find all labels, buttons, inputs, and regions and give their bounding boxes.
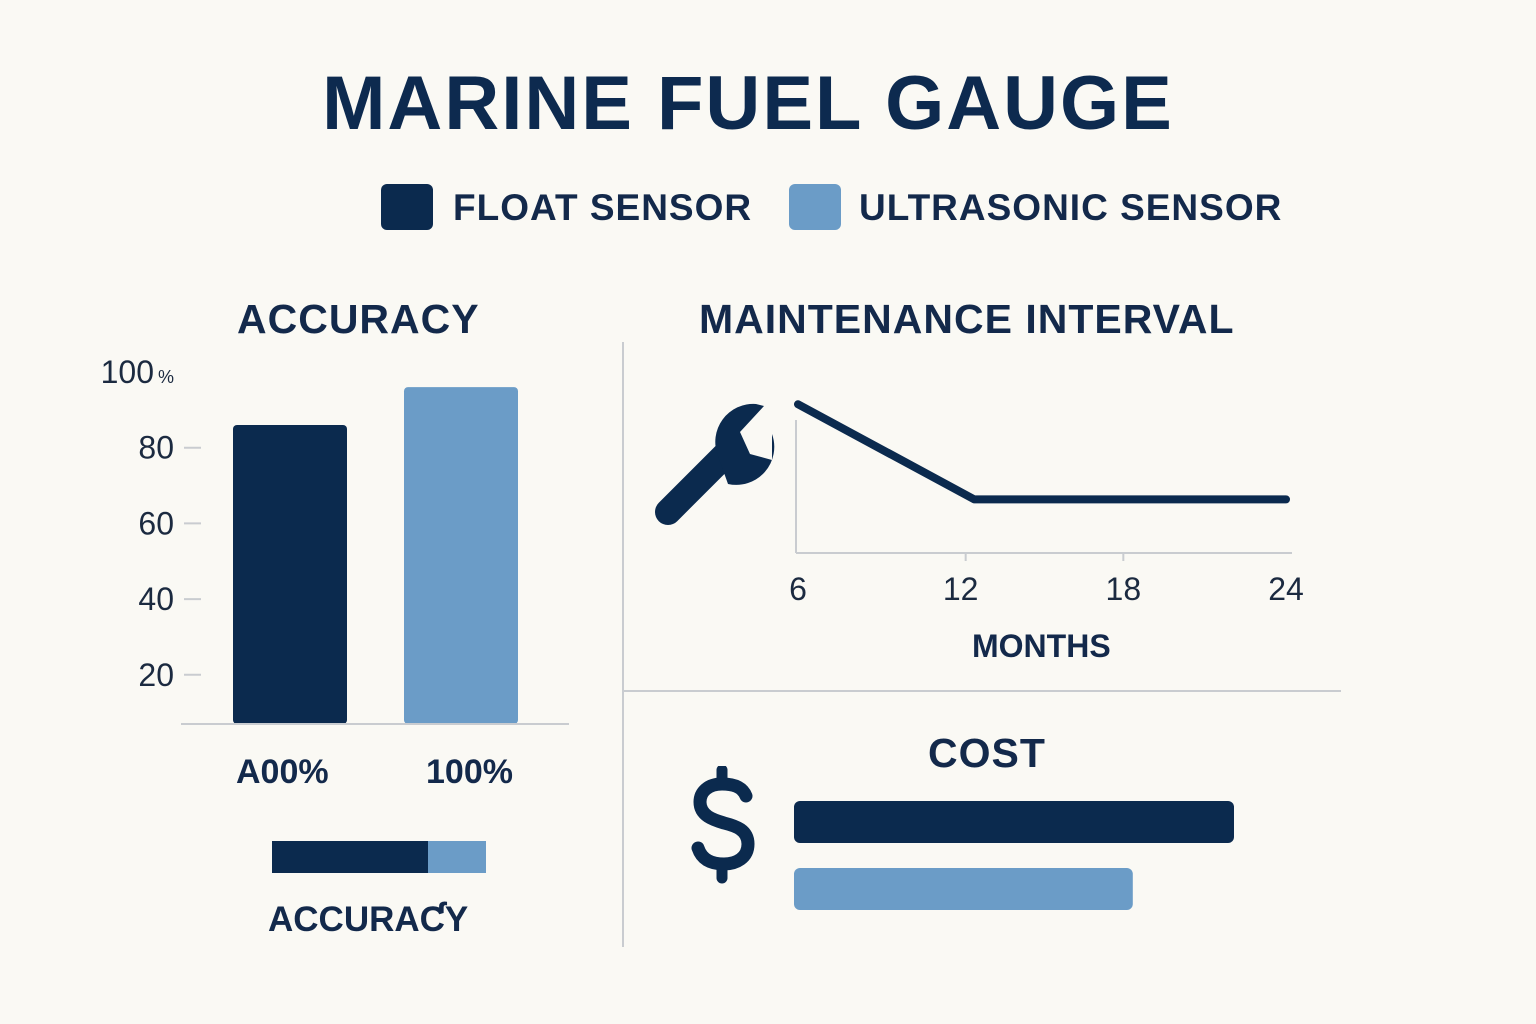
legend-label-float: FLOAT SENSOR (453, 187, 753, 228)
maintenance-x-tick-label: 24 (1268, 571, 1304, 607)
accuracy-bar-label-ultrasonic: 100% (426, 753, 513, 791)
maintenance-x-tick-label: 12 (943, 571, 979, 607)
accuracy-y-tick-label: 60 (138, 505, 174, 541)
dollar-icon (691, 766, 755, 884)
accuracy-y-unit: % (158, 367, 174, 387)
accuracy-y-tick-label: 40 (138, 581, 174, 617)
cost-bar-float (794, 801, 1234, 843)
maintenance-title: MAINTENANCE INTERVAL (699, 296, 1235, 342)
accuracy-title: ACCURACY (237, 296, 480, 342)
maintenance-x-label: MONTHS (972, 628, 1111, 664)
accuracy-mini-bar (272, 841, 486, 873)
wrench-icon (655, 403, 775, 525)
vertical-divider (622, 342, 624, 947)
accuracy-mini-bar-ultrasonic (428, 841, 486, 873)
accuracy-y-tick-label: 20 (138, 657, 174, 693)
accuracy-chart: 100 % 80 60 40 20 (101, 354, 569, 725)
accuracy-mini-bar-float (272, 841, 429, 873)
accuracy-bar-ultrasonic (404, 387, 518, 724)
legend-label-ultrasonic: ULTRASONIC SENSOR (859, 187, 1283, 228)
maintenance-series-line (794, 400, 1290, 504)
accuracy-bar-float (233, 424, 347, 724)
legend-swatch-float (381, 184, 433, 230)
maintenance-x-tick-label: 18 (1106, 571, 1142, 607)
cost-bar-ultrasonic (794, 868, 1133, 910)
horizontal-divider (624, 690, 1341, 692)
page-title: MARINE FUEL GAUGE (322, 61, 1174, 146)
accuracy-bar-label-float: A00% (236, 753, 329, 791)
accuracy-bottom-label: ACCURAƇY (268, 900, 469, 939)
maintenance-x-tick-label: 6 (789, 571, 807, 607)
accuracy-y-tick-label: 100% (101, 354, 174, 390)
legend-swatch-ultrasonic (789, 184, 841, 230)
cost-title: COST (928, 730, 1046, 776)
accuracy-y-tick-label: 80 (138, 430, 174, 466)
